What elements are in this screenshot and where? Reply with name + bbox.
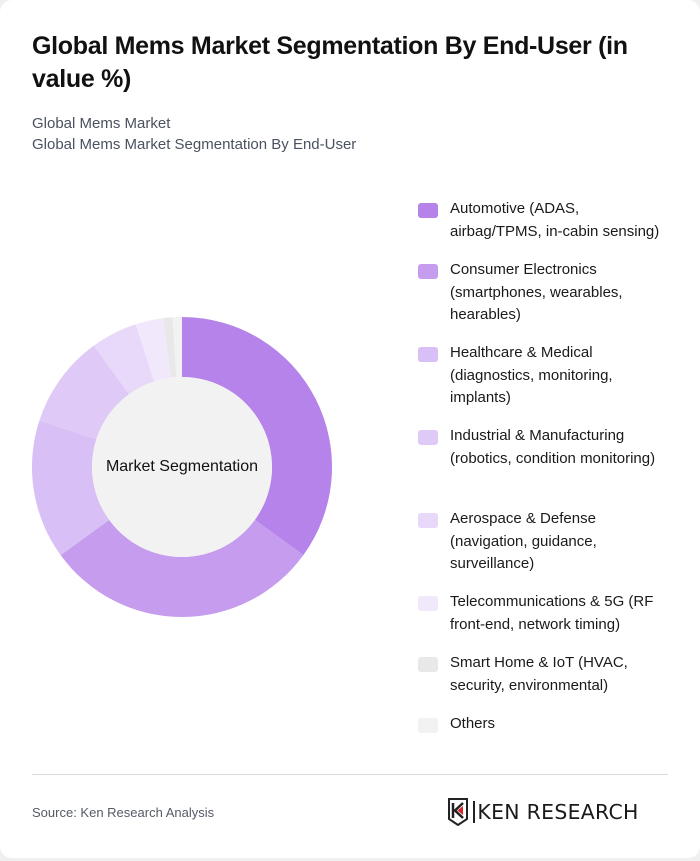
subtitle-market: Global Mems Market	[32, 115, 171, 132]
chart-title: Global Mems Market Segmentation By End-U…	[32, 32, 628, 93]
legend-swatch	[418, 657, 438, 672]
legend-label: Healthcare & Medical (diagnostics, monit…	[450, 344, 613, 406]
legend-swatch	[418, 430, 438, 445]
donut-segment[interactable]	[93, 324, 155, 395]
legend-label: Consumer Electronics (smartphones, weara…	[450, 261, 623, 323]
legend-label: Automotive (ADAS, airbag/TPMS, in-cabin …	[450, 200, 660, 240]
donut-segment[interactable]	[135, 318, 171, 382]
legend-label: Industrial & Manufacturing (robotics, co…	[450, 427, 656, 467]
legend-swatch	[418, 718, 438, 733]
legend-swatch	[418, 203, 438, 218]
legend-label: Aerospace & Defense (navigation, guidanc…	[450, 510, 597, 572]
legend-label: Smart Home & IoT (HVAC, security, enviro…	[450, 654, 628, 694]
legend-item[interactable]: Others	[418, 713, 678, 736]
legend-item[interactable]: Telecommunications & 5G (RF front-end, n…	[418, 591, 678, 636]
legend-swatch	[418, 596, 438, 611]
chart-subtitle: Global Mems Market Global Mems Market Se…	[32, 113, 356, 155]
legend-item[interactable]: Aerospace & Defense (navigation, guidanc…	[418, 508, 678, 576]
legend-label: Telecommunications & 5G (RF front-end, n…	[450, 593, 654, 633]
donut-hole	[92, 377, 272, 557]
legend-item[interactable]: Healthcare & Medical (diagnostics, monit…	[418, 342, 678, 410]
legend-item[interactable]: Industrial & Manufacturing (robotics, co…	[418, 425, 678, 470]
footer-divider	[32, 774, 668, 775]
logo-separator	[473, 801, 475, 823]
subtitle-segmentation: Global Mems Market Segmentation By End-U…	[32, 136, 357, 153]
donut-segment[interactable]	[182, 317, 332, 556]
ken-research-logo-icon	[448, 798, 468, 826]
ken-research-logo: KEN RESEARCH	[447, 798, 639, 826]
donut-chart: Market Segmentation	[30, 315, 334, 619]
donut-segment[interactable]	[172, 317, 182, 378]
donut-segment[interactable]	[163, 317, 177, 378]
donut-segment[interactable]	[39, 345, 130, 440]
logo-text: KEN RESEARCH	[476, 800, 639, 824]
donut-segment[interactable]	[31, 420, 110, 556]
legend-item[interactable]: Smart Home & IoT (HVAC, security, enviro…	[418, 652, 678, 697]
donut-svg	[31, 317, 332, 617]
legend-item[interactable]: Consumer Electronics (smartphones, weara…	[418, 259, 678, 327]
legend-swatch	[418, 347, 438, 362]
legend-swatch	[418, 264, 438, 279]
donut-segment[interactable]	[60, 519, 304, 617]
legend-label: Others	[450, 715, 496, 732]
legend-item[interactable]: Automotive (ADAS, airbag/TPMS, in-cabin …	[418, 198, 678, 243]
source-text: Source: Ken Research Analysis	[32, 805, 215, 820]
legend-swatch	[418, 513, 438, 528]
